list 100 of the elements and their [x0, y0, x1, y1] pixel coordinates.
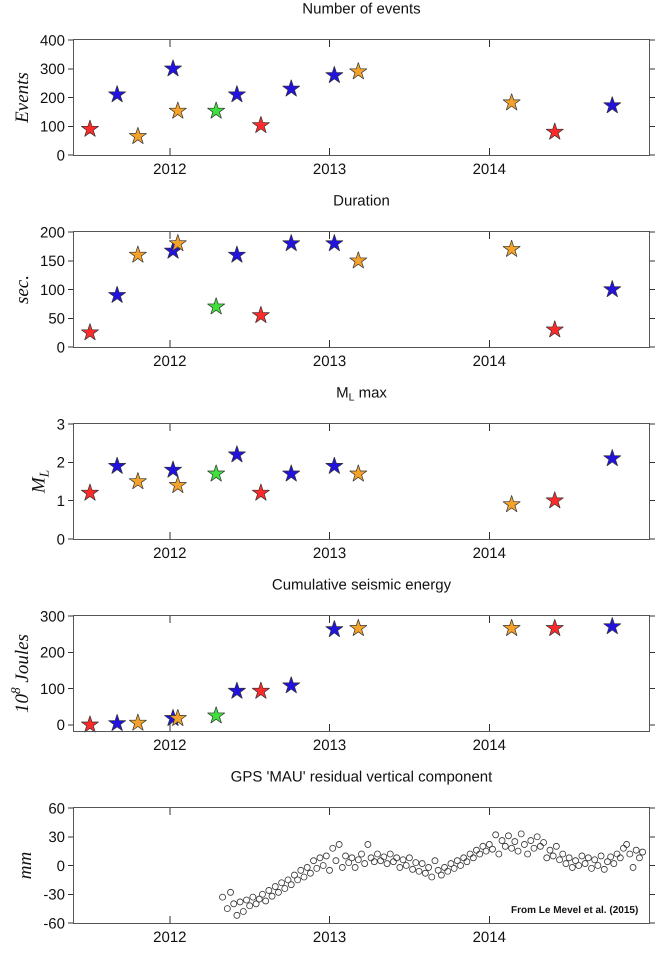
point — [164, 460, 182, 478]
x-tick-label: 2014 — [472, 929, 506, 946]
point — [325, 234, 344, 252]
point — [349, 62, 368, 80]
point — [128, 472, 147, 490]
x-tick-label: 2014 — [472, 161, 506, 178]
point — [80, 120, 99, 137]
point — [207, 297, 226, 314]
point — [128, 246, 147, 263]
point — [228, 682, 246, 699]
x-tick-label: 2013 — [312, 929, 346, 946]
point — [546, 320, 564, 338]
x-tick-label: 2012 — [153, 353, 187, 370]
y-tick-label: 0 — [56, 147, 65, 164]
y-tick-label: 300 — [40, 61, 65, 78]
x-tick-label: 2013 — [312, 353, 346, 370]
x-tick-label: 2012 — [153, 161, 187, 178]
x-tick-label: 2014 — [472, 545, 506, 562]
y-tick-label: 30 — [48, 829, 65, 846]
point — [603, 617, 622, 634]
chart-title: Duration — [333, 192, 390, 210]
y-tick-label: 1 — [56, 492, 65, 510]
point — [207, 706, 226, 724]
chart-title: Number of events — [302, 0, 421, 18]
y-tick-label: 100 — [40, 118, 65, 136]
y-tick-label: -30 — [43, 886, 65, 904]
point — [502, 240, 521, 257]
y-axis-title: Events — [12, 72, 33, 124]
point — [207, 464, 226, 482]
point — [603, 96, 622, 114]
point — [282, 234, 300, 252]
point — [546, 491, 564, 508]
point — [228, 85, 246, 102]
point — [108, 286, 126, 303]
x-tick-label: 2013 — [312, 161, 346, 178]
y-axis-title: mm — [15, 852, 36, 880]
chart-title: M$_{L}$ max — [336, 384, 388, 404]
point — [168, 476, 187, 494]
point — [502, 93, 521, 110]
point — [228, 246, 246, 263]
y-tick-label: 100 — [40, 282, 65, 299]
x-tick-label: 2013 — [312, 545, 346, 562]
point — [128, 714, 147, 731]
point — [168, 708, 187, 726]
point — [349, 251, 368, 268]
point — [282, 464, 300, 482]
x-tick-label: 2014 — [472, 737, 506, 754]
point — [546, 122, 564, 140]
point — [228, 445, 246, 462]
point — [108, 714, 126, 732]
point — [80, 484, 99, 501]
chart-title: GPS 'MAU' residual vertical component — [230, 768, 494, 786]
point — [603, 280, 622, 298]
y-tick-label: 200 — [40, 90, 65, 107]
point — [282, 79, 300, 97]
chart-title: Cumulative seismic energy — [272, 576, 452, 594]
x-tick-label: 2014 — [472, 353, 506, 370]
point — [325, 620, 344, 638]
point — [502, 495, 521, 512]
y-tick-label: 200 — [40, 224, 65, 242]
point — [164, 59, 182, 76]
y-tick-label: 400 — [40, 32, 65, 50]
point — [349, 618, 368, 636]
x-tick-label: 2012 — [153, 545, 187, 562]
point — [108, 85, 126, 102]
y-tick-label: 0 — [56, 531, 65, 548]
y-tick-label: 50 — [48, 310, 65, 328]
point — [546, 618, 564, 636]
y-tick-label: 0 — [56, 339, 65, 356]
y-tick-label: 100 — [40, 680, 65, 698]
y-tick-label: 300 — [40, 608, 65, 626]
x-tick-label: 2013 — [312, 737, 346, 754]
point — [80, 323, 99, 340]
point — [80, 715, 99, 733]
point — [325, 66, 344, 84]
point — [502, 618, 521, 636]
y-tick-label: 200 — [40, 644, 65, 662]
point — [207, 102, 226, 119]
annotation: From Le Mevel et al. (2015) — [511, 905, 638, 916]
y-tick-label: 0 — [56, 858, 65, 875]
point — [252, 306, 270, 324]
y-tick-label: 60 — [48, 800, 65, 818]
point — [128, 126, 147, 144]
y-tick-label: 2 — [56, 454, 65, 472]
point — [603, 449, 622, 466]
point — [349, 464, 368, 482]
point — [168, 102, 187, 119]
point — [252, 484, 270, 501]
y-axis-title: sec. — [12, 274, 33, 304]
point — [282, 676, 300, 694]
point — [325, 456, 344, 474]
y-tick-label: 3 — [56, 416, 65, 434]
point — [252, 116, 270, 134]
point — [168, 234, 187, 252]
y-tick-label: -60 — [43, 915, 65, 932]
y-tick-label: 0 — [56, 717, 65, 734]
x-tick-label: 2012 — [153, 929, 187, 946]
y-tick-label: 150 — [40, 253, 65, 270]
point — [252, 682, 270, 699]
point — [108, 456, 126, 474]
